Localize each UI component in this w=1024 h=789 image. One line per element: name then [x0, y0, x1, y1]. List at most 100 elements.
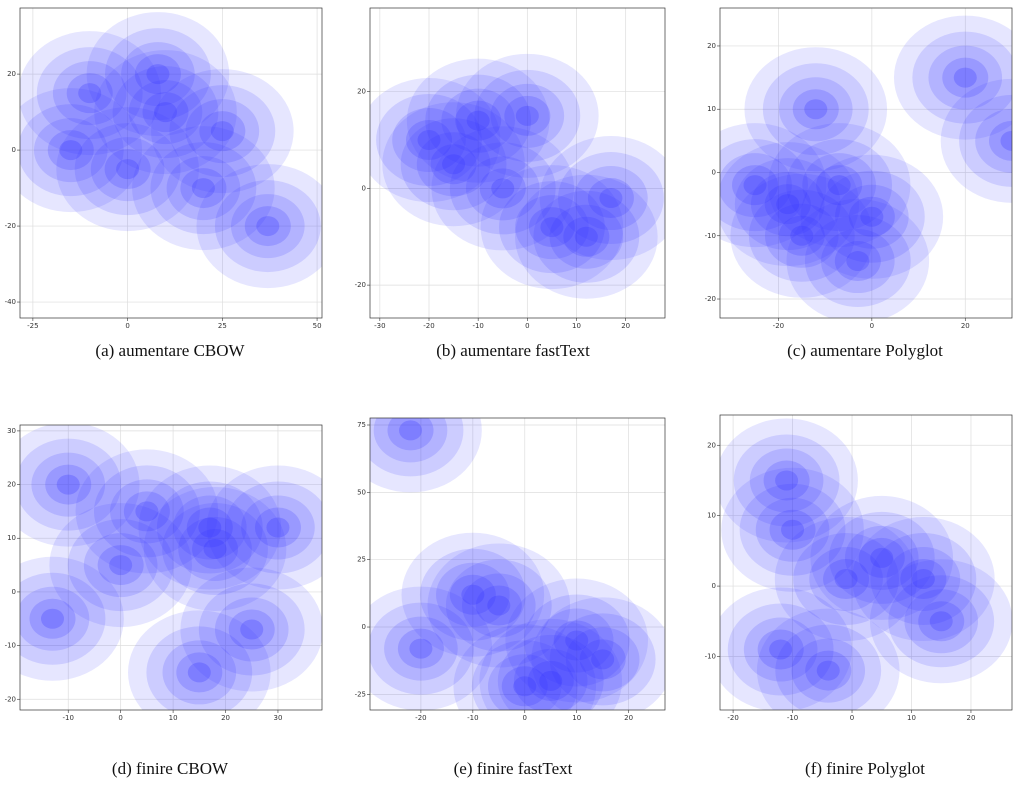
y-tick-label: -20 [5, 695, 16, 703]
density-contour [727, 603, 834, 696]
density-contour [743, 175, 767, 196]
caption: (b) aumentare fastText [436, 341, 590, 360]
density-contour [192, 528, 239, 569]
density-contour [462, 573, 536, 638]
density-contour [929, 611, 953, 632]
density-contour [844, 525, 919, 590]
density-contour [128, 80, 203, 145]
y-tick-label: 75 [357, 421, 366, 429]
y-tick-label: 30 [7, 427, 16, 435]
density-contour [487, 595, 511, 616]
density-contour [112, 66, 219, 159]
density-contour [370, 602, 474, 695]
density-contour [776, 194, 800, 215]
density-contour [180, 567, 322, 692]
density-contour [778, 215, 825, 256]
density-contour [928, 45, 1003, 110]
y-tick-label: 20 [357, 88, 366, 96]
y-tick-label: -25 [355, 690, 366, 698]
density-contour [456, 53, 599, 178]
density-contour [121, 42, 195, 107]
density-contour [199, 111, 246, 152]
density-contour [401, 532, 545, 657]
density-contour [97, 545, 144, 586]
density-contour [370, 418, 464, 477]
density-contour [911, 569, 935, 590]
y-tick-label: -40 [5, 298, 16, 306]
y-tick-label: 0 [712, 582, 716, 590]
plot-frame [369, 7, 666, 319]
density-contour [505, 578, 649, 703]
density-contour [989, 120, 1012, 161]
density-contour [781, 519, 805, 540]
density-contour [499, 181, 605, 274]
density-layer [720, 418, 1012, 710]
density-contour [574, 226, 598, 247]
y-tick-label: 10 [707, 105, 716, 113]
density-contour [20, 31, 161, 156]
density-contour [156, 481, 263, 574]
density-contour [591, 649, 615, 670]
x-tick-label: 20 [961, 322, 970, 330]
density-contour [790, 225, 814, 246]
caption: (e) finire fastText [454, 759, 573, 778]
density-contour [180, 168, 227, 209]
x-tick-label: -20 [423, 322, 434, 330]
x-tick-label: -30 [374, 322, 385, 330]
density-contour [563, 216, 610, 257]
density-contour [466, 110, 490, 131]
density-contour [20, 425, 140, 547]
density-contour [138, 465, 282, 590]
density-contour [762, 63, 869, 156]
density-contour [558, 152, 664, 245]
density-contour [821, 229, 895, 294]
caption: (d) finire CBOW [112, 759, 229, 778]
density-contour [36, 47, 143, 140]
density-contour [67, 519, 174, 612]
density-layer [720, 15, 1012, 318]
density-contour [198, 583, 305, 676]
y-tick-label: 0 [362, 184, 366, 192]
density-contour [953, 67, 977, 88]
density-contour [769, 509, 816, 550]
density-contour [804, 215, 911, 308]
density-contour [786, 199, 930, 318]
density-contour [461, 584, 485, 605]
density-contour [523, 594, 630, 687]
plot-background [20, 8, 322, 318]
density-contour [123, 491, 170, 532]
density-contour [720, 123, 827, 248]
x-tick-label: 10 [572, 714, 581, 722]
density-contour [191, 178, 215, 199]
density-contour [74, 123, 181, 216]
density-contour [479, 618, 623, 710]
density-contour [134, 54, 181, 95]
density-contour [490, 83, 565, 148]
density-contour [515, 174, 658, 299]
plot-background [370, 418, 665, 710]
density-layer [370, 418, 665, 710]
density-contour [146, 64, 170, 85]
density-contour [431, 126, 575, 251]
density-contour [436, 562, 510, 627]
density-contour [143, 486, 287, 611]
density-contour [66, 73, 113, 114]
density-contour [852, 517, 995, 642]
density-contour [749, 448, 824, 513]
density-contour [774, 517, 918, 642]
density-contour [720, 418, 858, 543]
density-contour [480, 165, 624, 290]
density-contour [767, 123, 911, 248]
density-contour [254, 507, 301, 548]
density-contour [549, 204, 624, 269]
density-contour [744, 47, 888, 172]
density-contour [20, 572, 106, 665]
density-contour [805, 650, 852, 691]
density-contour [750, 172, 825, 237]
x-tick-label: -10 [63, 714, 74, 722]
plot-frame [719, 7, 1013, 319]
density-contour [504, 95, 551, 136]
density-contour [256, 216, 280, 237]
density-contour [75, 449, 219, 574]
density-contour [778, 77, 853, 142]
